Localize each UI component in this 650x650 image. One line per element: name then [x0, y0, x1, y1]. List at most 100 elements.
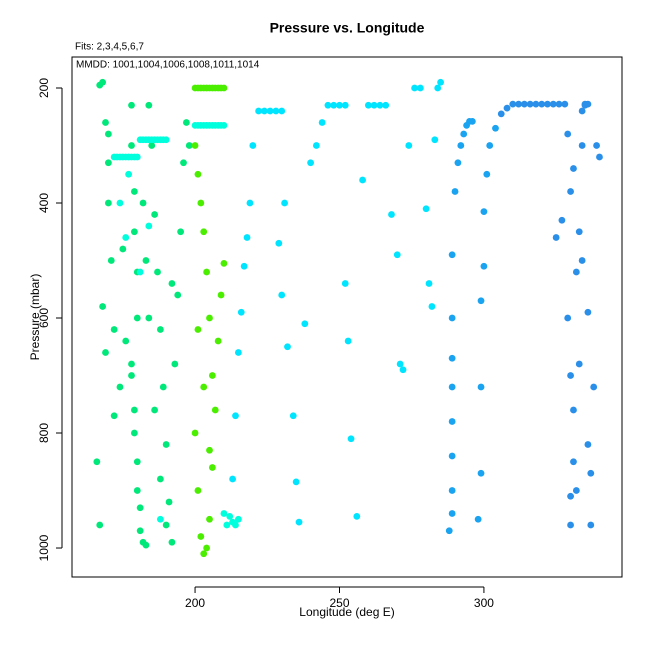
- point: [104, 130, 112, 138]
- point: [194, 487, 202, 494]
- point: [130, 429, 138, 437]
- point: [564, 314, 572, 322]
- point: [411, 84, 418, 92]
- point: [567, 372, 574, 379]
- y-axis-label: Pressure (mbar): [28, 274, 42, 361]
- point: [336, 101, 343, 109]
- point: [116, 383, 124, 391]
- point: [214, 337, 222, 345]
- point: [223, 521, 231, 529]
- point: [168, 538, 176, 546]
- point: [593, 142, 600, 149]
- point: [578, 107, 586, 115]
- point: [457, 142, 465, 149]
- point: [376, 101, 384, 109]
- point: [128, 360, 135, 368]
- point: [448, 418, 456, 425]
- point: [284, 343, 291, 351]
- point: [136, 504, 144, 512]
- y-tick-label: 800: [37, 423, 51, 443]
- point: [572, 487, 580, 494]
- point: [139, 199, 147, 207]
- point: [156, 475, 164, 483]
- point: [148, 142, 156, 149]
- point: [217, 291, 225, 299]
- point: [151, 406, 159, 414]
- point: [162, 136, 170, 144]
- point: [208, 464, 216, 471]
- point: [136, 527, 144, 535]
- point: [431, 136, 439, 144]
- point: [165, 498, 173, 506]
- point: [191, 429, 199, 437]
- point: [162, 441, 170, 448]
- point: [448, 383, 456, 391]
- point: [232, 412, 239, 420]
- point: [567, 492, 574, 500]
- point: [561, 100, 569, 108]
- point: [197, 533, 205, 540]
- point: [275, 239, 283, 247]
- point: [295, 518, 303, 526]
- point: [194, 326, 202, 333]
- point: [185, 142, 193, 149]
- point: [289, 412, 297, 420]
- point: [359, 176, 366, 184]
- point: [220, 510, 228, 517]
- point: [480, 208, 488, 216]
- point: [174, 291, 182, 299]
- x-tick-label: 250: [329, 596, 349, 610]
- point: [154, 268, 161, 276]
- point: [180, 159, 187, 167]
- point: [520, 100, 528, 108]
- point: [341, 280, 349, 287]
- point: [587, 521, 595, 529]
- point: [509, 100, 517, 108]
- point: [416, 84, 424, 92]
- y-tick-label: 400: [37, 193, 51, 213]
- point: [104, 159, 112, 167]
- point: [110, 326, 118, 333]
- point: [168, 280, 176, 287]
- point: [130, 406, 138, 414]
- point: [549, 100, 557, 108]
- point: [229, 475, 237, 483]
- point: [344, 337, 352, 345]
- point: [171, 360, 179, 368]
- point: [538, 100, 546, 108]
- point: [578, 142, 586, 149]
- plot-frame: [71, 56, 623, 578]
- point: [492, 124, 499, 132]
- point: [104, 199, 112, 207]
- point: [451, 188, 459, 195]
- point: [122, 234, 130, 241]
- point: [260, 107, 268, 115]
- point: [237, 308, 245, 316]
- point: [448, 251, 456, 259]
- point: [266, 107, 274, 115]
- point: [102, 349, 109, 356]
- point: [246, 199, 254, 207]
- point: [145, 314, 153, 322]
- point: [99, 303, 107, 310]
- point: [125, 170, 133, 178]
- point: [474, 515, 482, 523]
- point: [234, 515, 242, 523]
- point: [454, 159, 462, 167]
- point: [206, 314, 213, 322]
- point: [133, 487, 141, 494]
- point: [575, 360, 583, 368]
- point: [590, 383, 598, 391]
- point: [477, 383, 485, 391]
- point: [203, 544, 211, 552]
- point: [584, 441, 592, 448]
- point: [220, 259, 228, 267]
- point: [119, 245, 127, 253]
- point: [437, 78, 444, 86]
- x-axis-label: Longitude (deg E): [299, 605, 394, 619]
- point: [486, 142, 494, 149]
- point: [220, 84, 228, 92]
- point: [220, 121, 228, 129]
